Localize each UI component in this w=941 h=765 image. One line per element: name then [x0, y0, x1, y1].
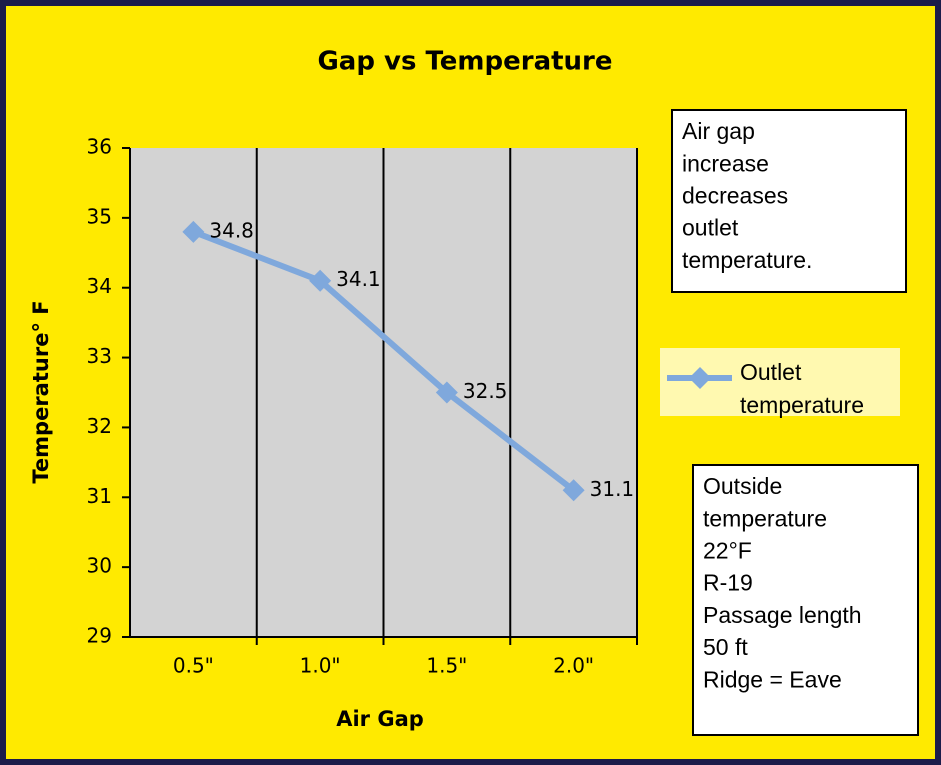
x-tick-label: 1.5"	[426, 654, 467, 678]
annotation-line: 22°F	[703, 537, 752, 563]
annotation-line: increase	[682, 150, 769, 176]
series-line	[192, 229, 576, 493]
annotation-line: Outside	[703, 473, 782, 499]
data-label: 32.5	[463, 379, 508, 403]
chart-title: Gap vs Temperature	[317, 47, 612, 77]
annotation-line: outlet	[682, 215, 739, 241]
data-point	[562, 479, 585, 502]
y-axis-label: Temperature° F	[29, 300, 53, 483]
annotation-line: Passage length	[703, 602, 862, 628]
legend-marker	[689, 367, 711, 389]
annotation-line: Ridge = Eave	[703, 666, 842, 692]
legend-label: Outlet temperature	[740, 359, 864, 418]
y-tick-label: 33	[87, 344, 112, 368]
data-point	[435, 381, 458, 404]
y-tick-label: 36	[87, 135, 112, 159]
annotation-line: Air gap	[682, 118, 755, 144]
y-tick-label: 32	[87, 414, 112, 438]
data-point	[182, 220, 205, 243]
x-axis-label: Air Gap	[336, 707, 424, 731]
annotation-line: decreases	[682, 182, 788, 208]
x-tick-label: 2.0"	[553, 654, 594, 678]
data-label: 31.1	[590, 477, 635, 501]
y-tick-label: 29	[87, 624, 112, 648]
annotation-box	[692, 464, 919, 736]
annotation-line: temperature	[703, 505, 827, 531]
annotation-line: R-19	[703, 570, 753, 596]
data-label: 34.1	[336, 267, 381, 291]
data-label: 34.8	[209, 218, 254, 242]
annotation-line: temperature.	[682, 247, 812, 273]
annotation-box	[671, 109, 907, 293]
annotation-line: 50 ft	[703, 634, 748, 660]
y-tick-label: 31	[87, 484, 112, 508]
data-point	[309, 269, 332, 292]
y-tick-label: 35	[87, 204, 112, 228]
x-tick-label: 1.0"	[300, 654, 341, 678]
y-tick-label: 34	[87, 274, 112, 298]
x-tick-label: 0.5"	[173, 654, 214, 678]
y-tick-label: 30	[87, 554, 112, 578]
